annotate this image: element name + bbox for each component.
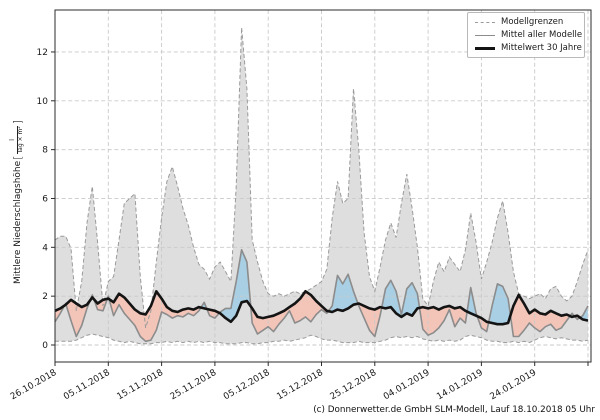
- svg-text:8: 8: [42, 146, 48, 156]
- legend-label: Mittel aller Modelle: [501, 30, 583, 40]
- unit-bracket-close: ]: [11, 119, 25, 125]
- legend-item-mittel-aller-modelle: Mittel aller Modelle: [475, 30, 582, 40]
- svg-text:4: 4: [42, 243, 48, 253]
- y-axis-label-text: Mittlere Niederschlagshöhe: [12, 160, 23, 285]
- svg-text:2: 2: [42, 292, 48, 302]
- legend-item-modellgrenzen: Modellgrenzen: [475, 17, 578, 27]
- gray-line-swatch: [475, 34, 495, 36]
- svg-text:10: 10: [37, 97, 49, 107]
- svg-text:0: 0: [42, 341, 48, 351]
- unit-denominator: Tag × m²: [16, 126, 26, 154]
- legend-label: Mittelwert 30 Jahre: [501, 43, 582, 53]
- dashed-line-swatch: [475, 21, 495, 23]
- svg-text:6: 6: [42, 194, 48, 204]
- legend: Modellgrenzen Mittel aller Modelle Mitte…: [467, 12, 585, 58]
- y-axis-label: Mittlere Niederschlagshöhe [ l Tag × m² …: [9, 102, 26, 302]
- legend-item-mittelwert-30-jahre: Mittelwert 30 Jahre: [475, 43, 582, 53]
- unit-numerator: l: [9, 139, 16, 141]
- svg-text:12: 12: [37, 48, 48, 58]
- legend-label: Modellgrenzen: [501, 17, 564, 27]
- unit-fraction: l Tag × m²: [9, 126, 26, 154]
- unit-bracket-open: [: [11, 155, 25, 160]
- black-line-swatch: [475, 46, 495, 50]
- copyright-caption: (c) Donnerwetter.de GmbH SLM-Modell, Lau…: [313, 405, 595, 415]
